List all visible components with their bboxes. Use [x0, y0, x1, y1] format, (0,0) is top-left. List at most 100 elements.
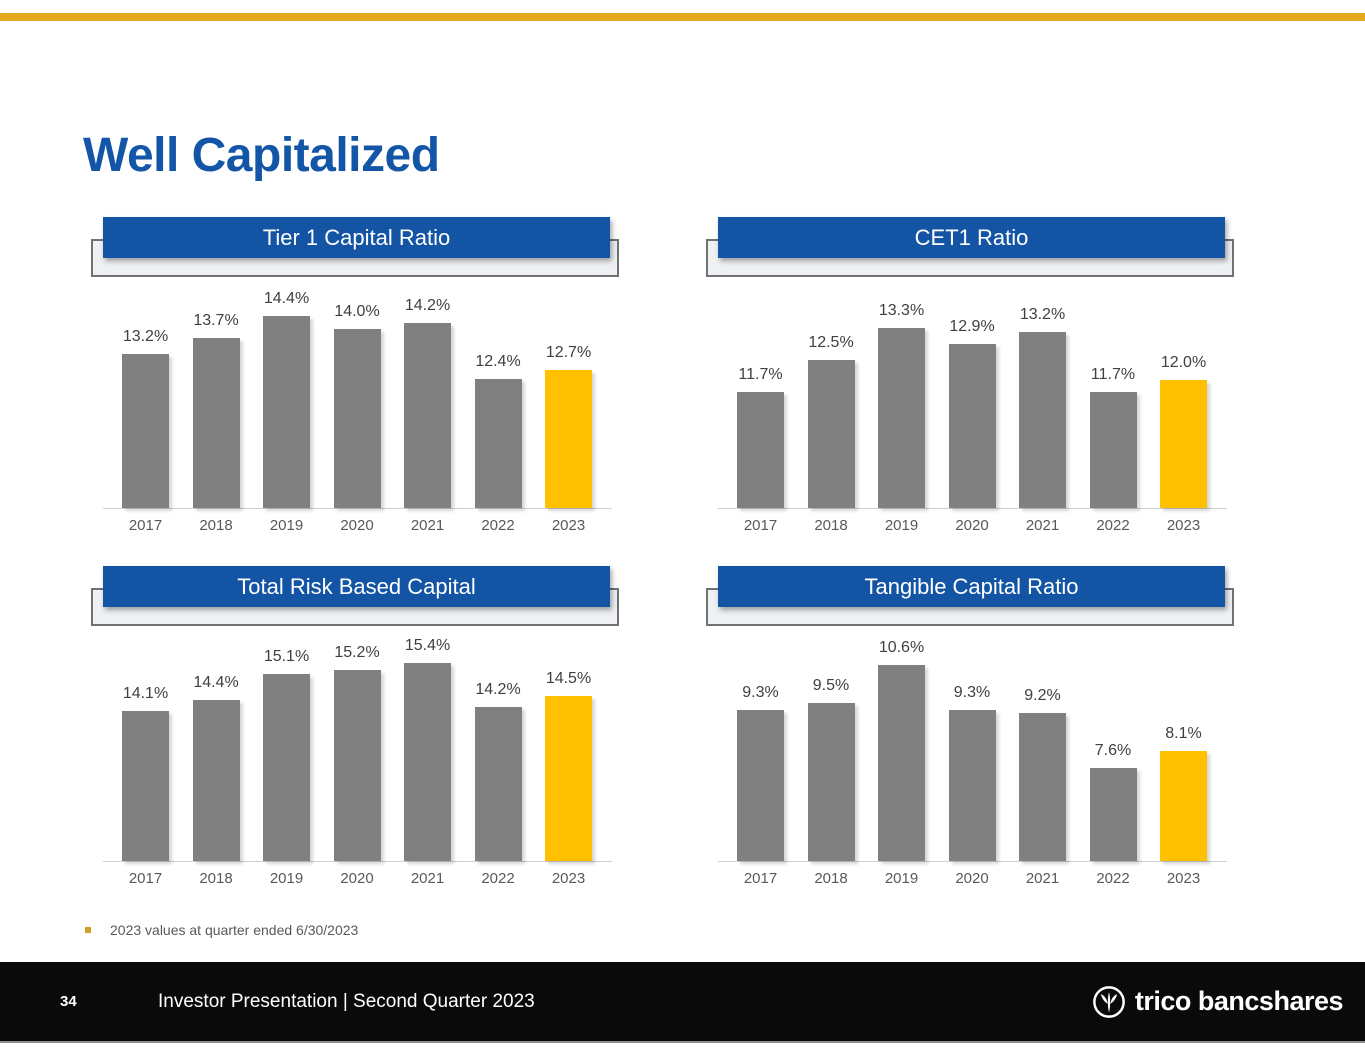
year-label: 2022 [1096, 870, 1130, 887]
bar-value-label: 13.2% [122, 328, 169, 345]
bar-2019 [263, 674, 310, 861]
bar-value-label: 13.2% [1019, 306, 1066, 323]
bullet-square-icon [85, 927, 91, 933]
bar-value-label: 9.3% [953, 684, 991, 701]
bar-2020 [948, 710, 996, 861]
year-label: 2020 [955, 870, 989, 887]
bar-value-label: 14.0% [334, 303, 380, 320]
bar-2022 [474, 379, 522, 508]
chart-title: Tier 1 Capital Ratio [103, 217, 610, 258]
bar-2021 [404, 323, 451, 508]
plot-area: 11.7% 2017 12.5% 2018 13.3% 2019 12.9% 2020 13.2… [718, 273, 1227, 534]
year-label: 2021 [1025, 870, 1060, 887]
year-label: 2022 [1096, 517, 1130, 534]
bar-2018 [192, 338, 240, 508]
year-label: 2020 [340, 870, 374, 887]
year-label: 2019 [884, 517, 919, 534]
chart-panel-cet1-ratio: CET1 Ratio 11.7% 2017 12.5% 2018 13.3% 2019 12… [700, 217, 1255, 562]
bar-value-label: 9.5% [812, 677, 850, 694]
chart-title: CET1 Ratio [718, 217, 1225, 258]
year-label: 2023 [551, 870, 586, 887]
bar-value-label: 7.6% [1094, 742, 1132, 759]
bar-value-label: 15.1% [263, 648, 310, 665]
bar-value-label: 14.4% [263, 290, 310, 307]
year-label: 2021 [1025, 517, 1060, 534]
year-label: 2022 [481, 870, 515, 887]
bar-value-label: 14.1% [122, 685, 169, 702]
bar-2017 [122, 711, 169, 861]
plot-area: 13.2% 2017 13.7% 2018 14.4% 2019 14.0% 2020 14.2… [103, 273, 612, 534]
bar-value-label: 14.2% [475, 681, 521, 698]
footer-bar: 34 Investor Presentation | Second Quarte… [0, 962, 1365, 1043]
bar-value-label: 13.3% [878, 302, 925, 319]
year-label: 2023 [1166, 517, 1201, 534]
bar-value-label: 8.1% [1165, 725, 1202, 742]
year-label: 2019 [269, 870, 304, 887]
plot-area: 9.3% 2017 9.5% 2018 10.6% 2019 9.3% 2020 9.2% 202… [718, 626, 1227, 887]
chart-panel-tangible-capital-ratio: Tangible Capital Ratio 9.3% 2017 9.5% 2018 1… [700, 566, 1255, 911]
bar-2019 [878, 328, 925, 508]
year-label: 2018 [814, 517, 848, 534]
bar-2020 [333, 670, 381, 861]
year-label: 2018 [199, 517, 233, 534]
page-number: 34 [60, 993, 77, 1010]
footer-text: Investor Presentation | Second Quarter 2… [158, 991, 535, 1012]
bar-value-label: 12.7% [545, 344, 592, 361]
bar-2018 [807, 703, 855, 861]
year-label: 2023 [1166, 870, 1201, 887]
bar-2020 [948, 344, 996, 508]
bar-value-label: 12.4% [475, 353, 521, 370]
year-label: 2020 [340, 517, 374, 534]
bar-2021 [1019, 332, 1066, 508]
year-label: 2021 [410, 517, 445, 534]
bar-value-label: 11.7% [1090, 366, 1136, 383]
bar-value-label: 13.7% [193, 312, 239, 329]
chart-title: Total Risk Based Capital [103, 566, 610, 607]
bar-2021 [404, 663, 451, 861]
bar-value-label: 14.4% [193, 674, 239, 691]
bar-2017 [737, 710, 784, 861]
bar-2023 [1160, 751, 1207, 861]
bar-value-label: 15.2% [334, 644, 380, 661]
bar-value-label: 12.0% [1160, 354, 1207, 371]
year-label: 2019 [269, 517, 304, 534]
chart-title: Tangible Capital Ratio [718, 566, 1225, 607]
bar-value-label: 10.6% [878, 639, 925, 656]
bar-value-label: 14.5% [545, 670, 592, 687]
logo-text: trico bancshares [1134, 986, 1344, 1016]
year-label: 2019 [884, 870, 919, 887]
bar-2023 [1160, 380, 1207, 508]
footnote-text: 2023 values at quarter ended 6/30/2023 [110, 922, 359, 938]
bar-value-label: 11.7% [738, 366, 783, 383]
footnote: 2023 values at quarter ended 6/30/2023 [85, 922, 358, 938]
bar-2022 [474, 707, 522, 861]
year-label: 2023 [551, 517, 586, 534]
year-label: 2017 [128, 517, 163, 534]
bar-2019 [263, 316, 310, 508]
bar-2018 [807, 360, 855, 508]
bar-value-label: 9.3% [742, 684, 779, 701]
year-label: 2021 [410, 870, 445, 887]
bar-value-label: 12.5% [808, 334, 854, 351]
year-label: 2017 [743, 517, 778, 534]
bar-2019 [878, 665, 925, 861]
chart-panel-tier1-capital-ratio: Tier 1 Capital Ratio 13.2% 2017 13.7% 2018 1… [85, 217, 640, 562]
chart-panel-total-risk-based-capital: Total Risk Based Capital 14.1% 2017 14.4% 2… [85, 566, 640, 911]
year-label: 2018 [199, 870, 233, 887]
plot-area: 14.1% 2017 14.4% 2018 15.1% 2019 15.2% 2020 15.4… [103, 626, 612, 887]
top-accent-bar [0, 13, 1365, 21]
year-label: 2020 [955, 517, 989, 534]
bar-value-label: 9.2% [1024, 687, 1061, 704]
bar-2021 [1019, 713, 1066, 861]
bar-2022 [1089, 768, 1137, 861]
bar-2022 [1089, 392, 1137, 508]
bar-2017 [737, 392, 784, 508]
trico-tree-icon [1093, 985, 1125, 1018]
bar-2023 [545, 696, 592, 861]
bar-value-label: 14.2% [404, 297, 451, 314]
bar-2020 [333, 329, 381, 508]
year-label: 2022 [481, 517, 515, 534]
bar-2018 [192, 700, 240, 861]
company-logo: trico bancshares [1092, 962, 1344, 1041]
bar-value-label: 15.4% [404, 637, 451, 654]
